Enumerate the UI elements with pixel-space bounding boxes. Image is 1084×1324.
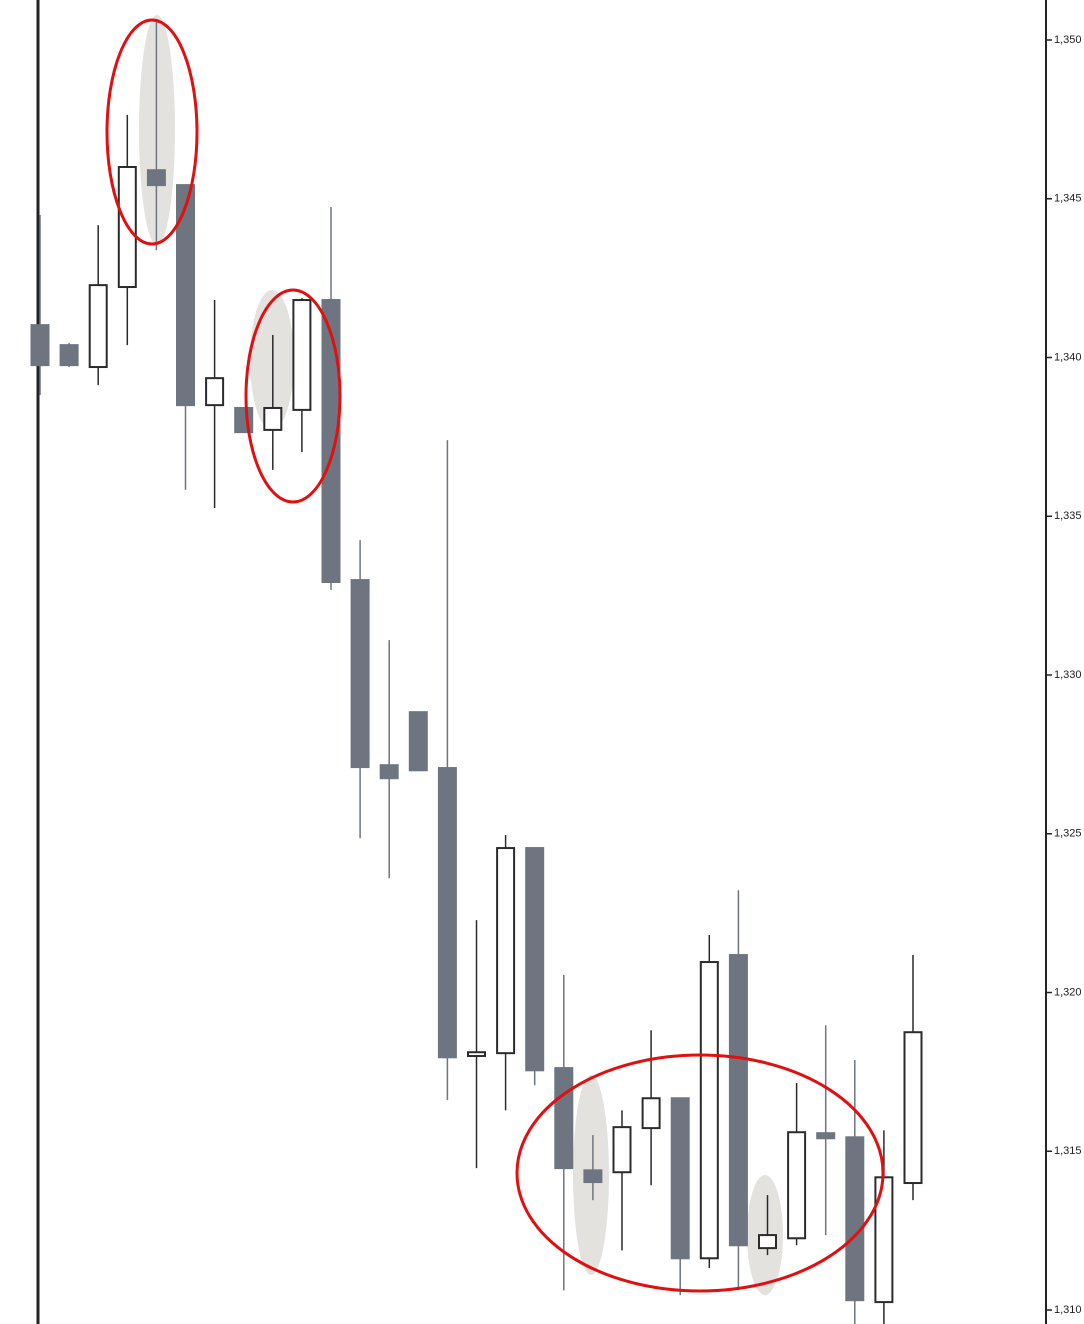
bullish-body <box>758 1234 777 1250</box>
bullish-body <box>467 1051 486 1058</box>
y-tick-label: 1,335 <box>1054 510 1082 522</box>
y-tick-label: 1,315 <box>1054 1145 1082 1157</box>
bearish-body <box>437 767 457 1059</box>
bullish-body <box>205 377 225 407</box>
annotations <box>105 18 885 1293</box>
bearish-body <box>321 299 341 583</box>
bearish-body <box>554 1067 574 1170</box>
bullish-body <box>641 1097 661 1130</box>
y-tick-label: 1,310 <box>1054 1304 1082 1316</box>
bullish-body <box>263 406 283 431</box>
bearish-body <box>670 1097 690 1260</box>
circle-annotation <box>244 288 342 504</box>
bullish-body <box>903 1031 923 1185</box>
bullish-body <box>292 299 312 411</box>
circle-annotation <box>105 18 199 246</box>
bearish-body <box>816 1132 836 1140</box>
y-tick-label: 1,340 <box>1054 351 1082 363</box>
plot: 1,350 1,345 1,340 1,335 1,330 1,325 1,320 1,315… <box>30 20 1082 1324</box>
y-tick-label: 1,325 <box>1054 828 1082 840</box>
bullish-body <box>496 847 516 1055</box>
y-tick-label: 1,345 <box>1054 193 1082 205</box>
bearish-body <box>59 344 79 367</box>
y-tick-label: 1,350 <box>1054 34 1082 46</box>
circle-annotation <box>515 1053 885 1293</box>
bearish-body <box>728 954 748 1247</box>
bullish-body <box>612 1126 632 1174</box>
bullish-body <box>699 961 719 1260</box>
bullish-body <box>787 1131 807 1240</box>
bearish-body <box>379 764 399 780</box>
y-tick-label: 1,320 <box>1054 986 1082 998</box>
bearish-body <box>408 711 428 772</box>
bullish-body <box>88 284 108 369</box>
bearish-body <box>234 406 254 434</box>
bearish-body <box>30 324 50 367</box>
bearish-body <box>583 1169 603 1184</box>
bearish-body <box>176 184 195 407</box>
shade <box>250 290 294 430</box>
bearish-body <box>350 579 370 769</box>
bearish-body <box>146 169 166 187</box>
bearish-body <box>525 847 545 1072</box>
y-tick-label: 1,330 <box>1054 669 1082 681</box>
bearish-body <box>845 1136 865 1302</box>
